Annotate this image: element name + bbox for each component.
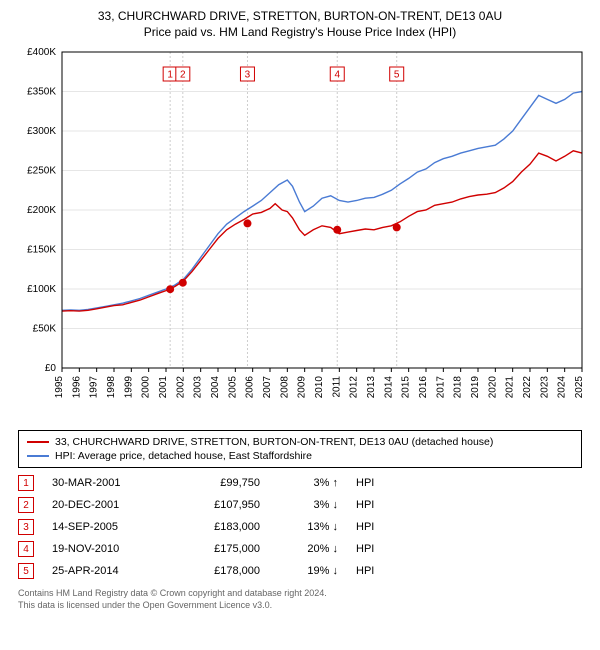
sale-badge: 3 (18, 519, 34, 535)
legend-label: HPI: Average price, detached house, East… (55, 450, 312, 462)
sale-diff: 19% ↓ (278, 565, 338, 577)
svg-text:2001: 2001 (158, 376, 169, 399)
svg-text:2020: 2020 (487, 376, 498, 399)
footer-attribution: Contains HM Land Registry data © Crown c… (18, 588, 582, 611)
sale-price: £178,000 (180, 565, 260, 577)
sale-date: 19-NOV-2010 (52, 543, 162, 555)
svg-text:2014: 2014 (383, 376, 394, 399)
svg-text:£0: £0 (45, 363, 57, 374)
svg-text:2008: 2008 (279, 376, 290, 399)
sale-row: 4 19-NOV-2010 £175,000 20% ↓ HPI (18, 538, 582, 560)
sale-price: £183,000 (180, 521, 260, 533)
sale-hpi-label: HPI (356, 521, 396, 533)
svg-text:2024: 2024 (557, 376, 568, 399)
svg-text:2: 2 (180, 70, 186, 81)
svg-text:2005: 2005 (227, 376, 238, 399)
svg-text:£200K: £200K (27, 205, 56, 216)
svg-text:5: 5 (394, 70, 400, 81)
legend-item: 33, CHURCHWARD DRIVE, STRETTON, BURTON-O… (27, 435, 573, 449)
sale-badge: 2 (18, 497, 34, 513)
svg-text:£400K: £400K (27, 47, 56, 58)
svg-text:2011: 2011 (331, 376, 342, 398)
sale-diff: 3% ↑ (278, 477, 338, 489)
svg-text:2013: 2013 (366, 376, 377, 399)
sale-hpi-label: HPI (356, 565, 396, 577)
sale-price: £175,000 (180, 543, 260, 555)
sale-row: 5 25-APR-2014 £178,000 19% ↓ HPI (18, 560, 582, 582)
svg-text:2015: 2015 (401, 376, 412, 399)
sale-date: 25-APR-2014 (52, 565, 162, 577)
sale-price: £99,750 (180, 477, 260, 489)
svg-text:£300K: £300K (27, 126, 56, 137)
svg-text:2009: 2009 (297, 376, 308, 399)
title-line1: 33, CHURCHWARD DRIVE, STRETTON, BURTON-O… (10, 8, 590, 24)
svg-text:2000: 2000 (141, 376, 152, 399)
sale-row: 3 14-SEP-2005 £183,000 13% ↓ HPI (18, 516, 582, 538)
svg-text:2017: 2017 (435, 376, 446, 399)
svg-text:2010: 2010 (314, 376, 325, 399)
svg-text:2012: 2012 (349, 376, 360, 399)
title-line2: Price paid vs. HM Land Registry's House … (10, 24, 590, 40)
svg-text:2025: 2025 (574, 376, 585, 399)
sale-price: £107,950 (180, 499, 260, 511)
chart-title: 33, CHURCHWARD DRIVE, STRETTON, BURTON-O… (10, 8, 590, 40)
sale-diff: 13% ↓ (278, 521, 338, 533)
legend-swatch (27, 455, 49, 457)
sale-date: 14-SEP-2005 (52, 521, 162, 533)
svg-text:2016: 2016 (418, 376, 429, 399)
chart-area: £0 £50K £100K £150K £200K £250K £300K £350K £400… (10, 44, 590, 424)
footer-line2: This data is licensed under the Open Gov… (18, 600, 582, 612)
sale-hpi-label: HPI (356, 499, 396, 511)
sale-badge: 5 (18, 563, 34, 579)
svg-text:1998: 1998 (106, 376, 117, 399)
sale-diff: 20% ↓ (278, 543, 338, 555)
svg-text:2004: 2004 (210, 376, 221, 399)
sale-diff: 3% ↓ (278, 499, 338, 511)
svg-text:4: 4 (334, 70, 340, 81)
svg-text:£50K: £50K (33, 324, 57, 335)
svg-text:2002: 2002 (175, 376, 186, 399)
svg-text:2006: 2006 (245, 376, 256, 399)
legend-item: HPI: Average price, detached house, East… (27, 449, 573, 463)
svg-text:1996: 1996 (71, 376, 82, 399)
sale-row: 1 30-MAR-2001 £99,750 3% ↑ HPI (18, 472, 582, 494)
legend: 33, CHURCHWARD DRIVE, STRETTON, BURTON-O… (18, 430, 582, 468)
svg-text:2018: 2018 (453, 376, 464, 399)
sale-hpi-label: HPI (356, 477, 396, 489)
footer-line1: Contains HM Land Registry data © Crown c… (18, 588, 582, 600)
sale-date: 20-DEC-2001 (52, 499, 162, 511)
sale-date: 30-MAR-2001 (52, 477, 162, 489)
sale-hpi-label: HPI (356, 543, 396, 555)
svg-text:2007: 2007 (262, 376, 273, 399)
svg-text:£250K: £250K (27, 166, 56, 177)
svg-text:£150K: £150K (27, 245, 56, 256)
svg-text:2003: 2003 (193, 376, 204, 399)
svg-text:2022: 2022 (522, 376, 533, 399)
sale-badge: 4 (18, 541, 34, 557)
svg-text:1999: 1999 (123, 376, 134, 399)
sales-table: 1 30-MAR-2001 £99,750 3% ↑ HPI 2 20-DEC-2001 £1… (18, 472, 582, 582)
svg-text:£100K: £100K (27, 284, 56, 295)
sale-row: 2 20-DEC-2001 £107,950 3% ↓ HPI (18, 494, 582, 516)
svg-text:3: 3 (245, 70, 251, 81)
svg-text:2021: 2021 (505, 376, 516, 399)
svg-text:1997: 1997 (89, 376, 100, 399)
svg-text:1: 1 (167, 70, 173, 81)
legend-label: 33, CHURCHWARD DRIVE, STRETTON, BURTON-O… (55, 436, 493, 448)
svg-text:1995: 1995 (54, 376, 65, 399)
svg-text:2023: 2023 (539, 376, 550, 399)
svg-text:£350K: £350K (27, 87, 56, 98)
legend-swatch (27, 441, 49, 443)
sale-badge: 1 (18, 475, 34, 491)
svg-text:2019: 2019 (470, 376, 481, 399)
